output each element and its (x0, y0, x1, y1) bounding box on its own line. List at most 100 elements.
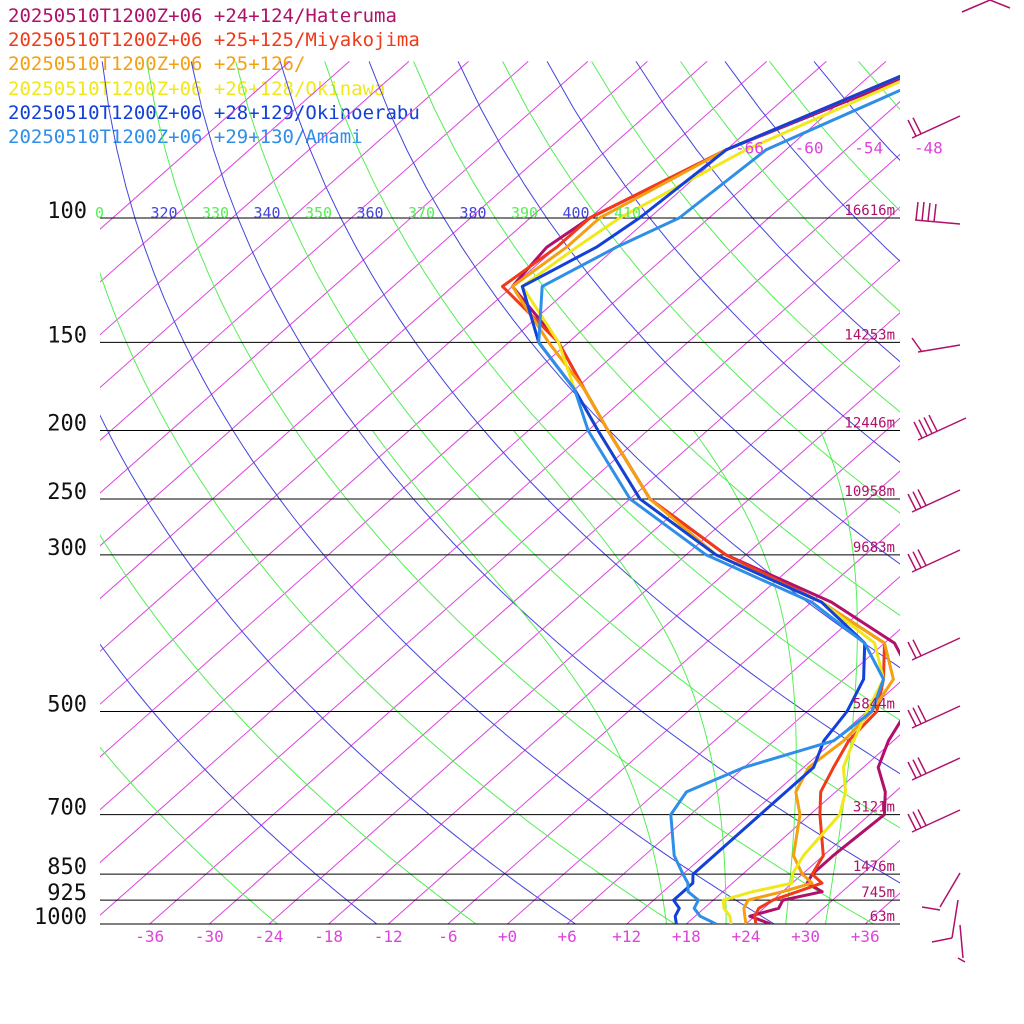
isotherm-line (100, 61, 291, 230)
height-label: 9683m (853, 540, 895, 556)
theta-label: 340 (254, 204, 281, 222)
isotherm-line (447, 523, 900, 924)
dry-adiabat-line (368, 61, 900, 669)
pressure-tick-label: 850 (47, 855, 87, 880)
pressure-tick-label: 200 (47, 412, 87, 437)
moist-adiabat-line (371, 430, 667, 924)
x-tick-label: +18 (672, 927, 701, 946)
legend-entry-okinoerabu: 20250510T1200Z+06 +28+129/Okinoerabu (8, 101, 420, 124)
isotherm-label: -60 (795, 139, 824, 158)
temperature-profile-3 (520, 79, 900, 924)
pressure-tick-label: 500 (47, 692, 87, 717)
isotherm-line (100, 61, 887, 758)
wind-barb (907, 549, 961, 573)
dry-adiabat-line (100, 414, 576, 924)
wind-barb (931, 899, 959, 943)
dry-adiabat-line (100, 271, 676, 924)
isotherm-line (100, 61, 410, 336)
theta-label: 410 (614, 204, 641, 222)
pressure-tick-label: 250 (47, 480, 87, 505)
isotherm-line (100, 61, 350, 283)
x-tick-label: +36 (851, 927, 880, 946)
dry-adiabat-line (146, 61, 874, 924)
isotherm-line (100, 206, 900, 916)
isotherm-line (328, 417, 900, 924)
height-label: 63m (870, 909, 895, 925)
isotherm-line (100, 61, 768, 653)
x-tick-label: +0 (498, 927, 517, 946)
wind-barb (907, 705, 961, 729)
isotherm-line (268, 364, 900, 924)
isotherm-line (626, 681, 900, 924)
isotherm-label: -48 (914, 139, 943, 158)
legend-entry-hateruma: 20250510T1200Z+06 +24+124/Hateruma (8, 5, 397, 27)
height-label: 14253m (844, 327, 895, 343)
isotherm-label: -66 (735, 139, 764, 158)
wind-barb (907, 115, 961, 139)
height-label: 3121m (853, 800, 895, 816)
isotherm-line (100, 61, 469, 389)
theta-label: 380 (460, 204, 487, 222)
theta-label: 400 (563, 204, 590, 222)
isotherm-line (387, 470, 900, 924)
legend-entry-miyakojima: 20250510T1200Z+06 +25+125/Miyakojima (8, 29, 420, 52)
dry-adiabat-line (100, 746, 278, 924)
pressure-tick-label: 700 (47, 796, 87, 821)
isotherm-line (566, 628, 900, 924)
height-label: 10958m (844, 484, 895, 500)
legend: 20250510T1200Z+06 +24+124/Hateruma 20250… (8, 4, 420, 149)
wind-barb (961, 0, 1011, 13)
x-tick-label: +30 (791, 927, 820, 946)
isotherm-line (100, 61, 589, 494)
wind-barbs (907, 0, 1011, 963)
isotherm-line (100, 61, 827, 705)
isotherm-label: -54 (854, 139, 883, 158)
dry-adiabat-line (100, 643, 378, 924)
dry-adiabat-line (324, 61, 900, 721)
isotherm-line (507, 575, 900, 924)
isotherm-line (100, 61, 708, 600)
pressure-tick-label: 100 (47, 199, 87, 224)
temperature-profile-1 (501, 74, 900, 924)
pressure-tick-label: 925 (47, 881, 87, 906)
theta-label: 330 (202, 204, 229, 222)
dry-adiabat-line (903, 61, 1024, 924)
dry-adiabat-line (413, 61, 900, 617)
dry-adiabat-line (100, 534, 477, 924)
height-label: 1476m (853, 859, 895, 875)
height-label: 5844m (853, 696, 895, 712)
isotherm-line (100, 61, 648, 547)
dry-adiabat-line (502, 61, 900, 514)
pressure-tick-label: 300 (47, 536, 87, 561)
dry-adiabat-line (101, 61, 775, 924)
height-label: 16616m (844, 203, 895, 219)
wind-barb (921, 872, 961, 911)
isotherm-line (208, 312, 900, 924)
x-tick-label: -18 (314, 927, 343, 946)
x-tick-label: -12 (374, 927, 403, 946)
dry-adiabat-line (190, 61, 900, 884)
height-label: 12446m (844, 416, 895, 432)
wind-barb (907, 757, 961, 781)
height-label: 745m (861, 885, 895, 901)
temperature-profile-4 (520, 74, 900, 924)
dry-adiabat-line (546, 61, 900, 463)
isotherm-line (805, 839, 900, 924)
x-tick-label: -30 (195, 927, 224, 946)
theta-label: 320 (151, 204, 178, 222)
wind-barb (907, 489, 961, 513)
legend-entry-okinawa: 20250510T1200Z+06 +26+128/Okinawa (8, 77, 386, 100)
wind-barb (907, 637, 961, 661)
dry-adiabat-line (235, 61, 900, 829)
x-tick-label: -24 (254, 927, 283, 946)
moist-adiabat-line (513, 430, 727, 924)
x-tick-label: +12 (612, 927, 641, 946)
theta-label: 0 (95, 204, 104, 222)
theta-label: 370 (408, 204, 435, 222)
legend-entry-amami: 20250510T1200Z+06 +29+130/Amami (8, 126, 363, 149)
pressure-tick-label: 1000 (34, 905, 87, 930)
wind-barb (913, 414, 967, 441)
x-tick-label: -36 (135, 927, 164, 946)
x-tick-label: +6 (557, 927, 576, 946)
